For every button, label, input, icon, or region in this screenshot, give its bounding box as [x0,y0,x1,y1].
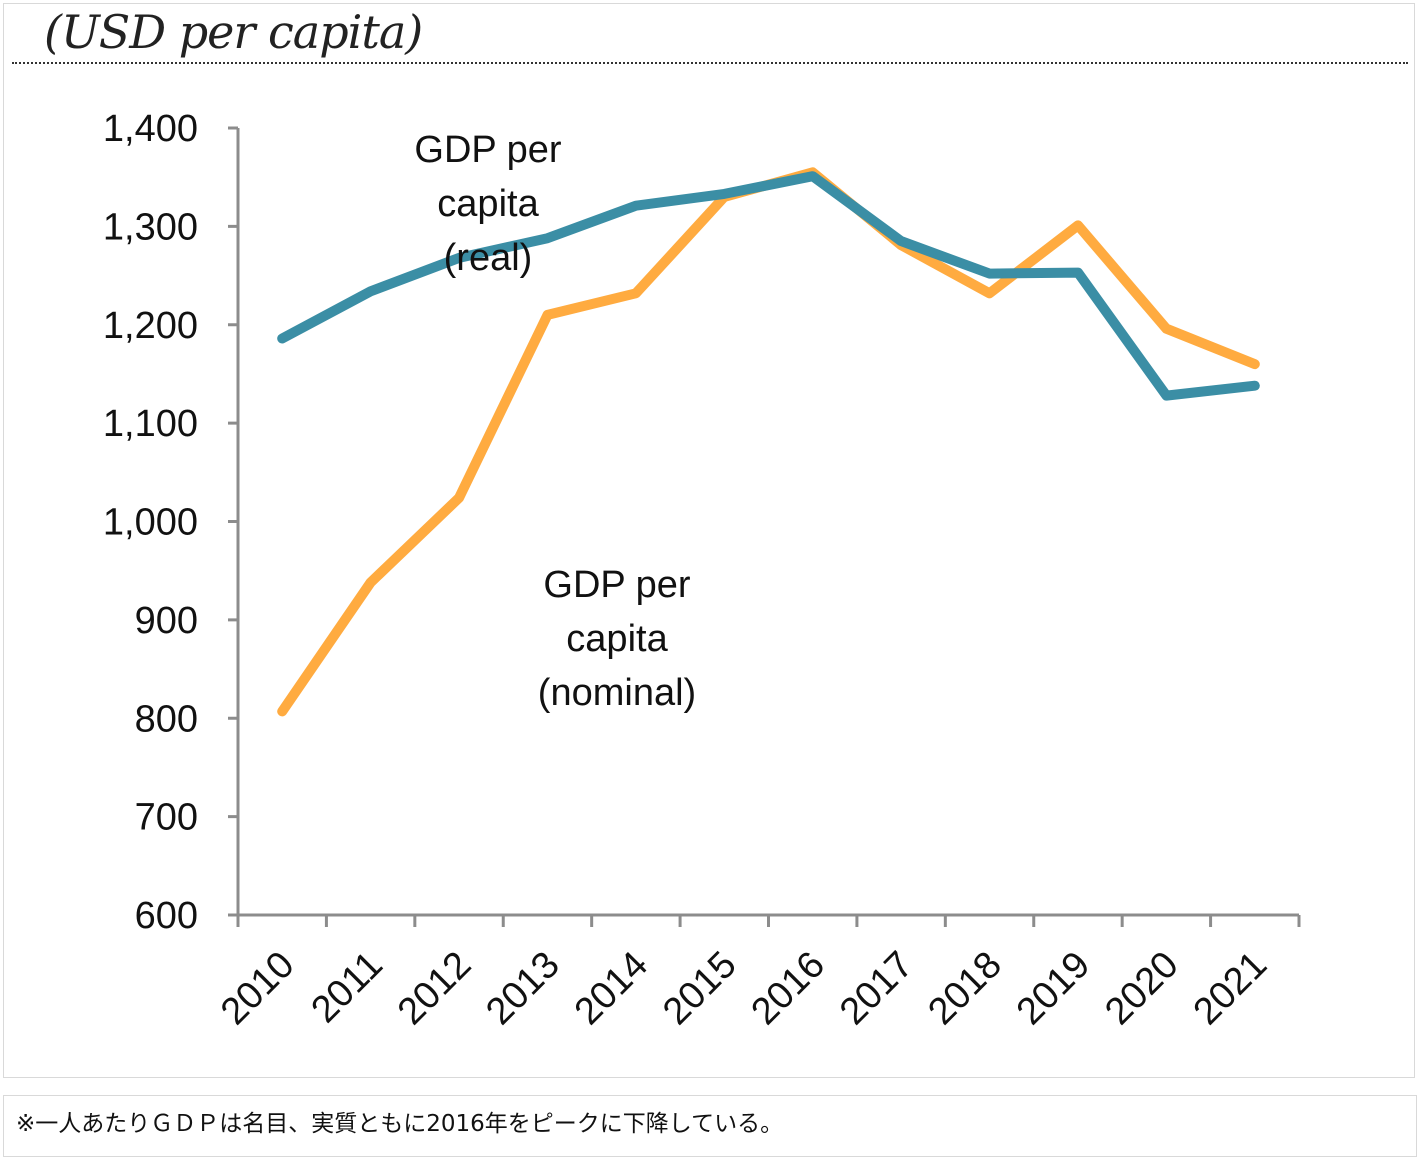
annotation-nominal-line: (nominal) [538,672,696,714]
y-tick-label: 1,000 [103,502,198,544]
annotation-real-line: (real) [444,237,533,279]
x-tick-label: 2019 [1009,944,1098,1033]
y-tick-label: 1,400 [103,108,198,150]
annotations: GDP per capita (real) GDP per capita (nominal… [414,129,696,714]
annotation-nominal-line: GDP per [543,564,690,606]
y-tick-label: 600 [135,895,198,937]
x-tick-label: 2020 [1097,944,1186,1033]
x-tick-label: 2021 [1186,944,1275,1033]
x-tick-label: 2016 [744,944,833,1033]
x-tick-label: 2014 [567,944,656,1033]
y-tick-label: 700 [135,797,198,839]
x-tick-label: 2017 [832,944,921,1033]
x-tick-label: 2015 [655,944,744,1033]
series-lines [277,167,1260,717]
series-line-nominal [277,167,1260,717]
x-tick-label: 2010 [213,944,302,1033]
y-unit-label: (USD per capita) [44,5,423,59]
annotation-real-line: capita [437,183,539,225]
series-line-real [277,171,1260,401]
x-tick-label: 2012 [390,944,479,1033]
y-tick-label: 900 [135,600,198,642]
x-tick-label: 2018 [920,944,1009,1033]
y-tick-label: 800 [135,698,198,740]
annotation-real-line: GDP per [414,129,561,171]
y-tick-label: 1,300 [103,206,198,248]
footnote: ※一人あたりＧＤＰは名目、実質ともに2016年をピークに下降している。 [3,1095,1417,1157]
x-tick-label: 2011 [304,944,391,1031]
line-chart: 600 700 800 900 1,000 1,100 1,200 1,300 1,400 201… [103,108,1301,1033]
annotation-nominal-line: capita [566,618,668,660]
y-tick-label: 1,200 [103,305,198,347]
axes: 600 700 800 900 1,000 1,100 1,200 1,300 1,400 201… [103,108,1301,1033]
y-tick-label: 1,100 [103,403,198,445]
dotted-divider [12,62,1408,64]
x-tick-label: 2013 [478,944,567,1033]
